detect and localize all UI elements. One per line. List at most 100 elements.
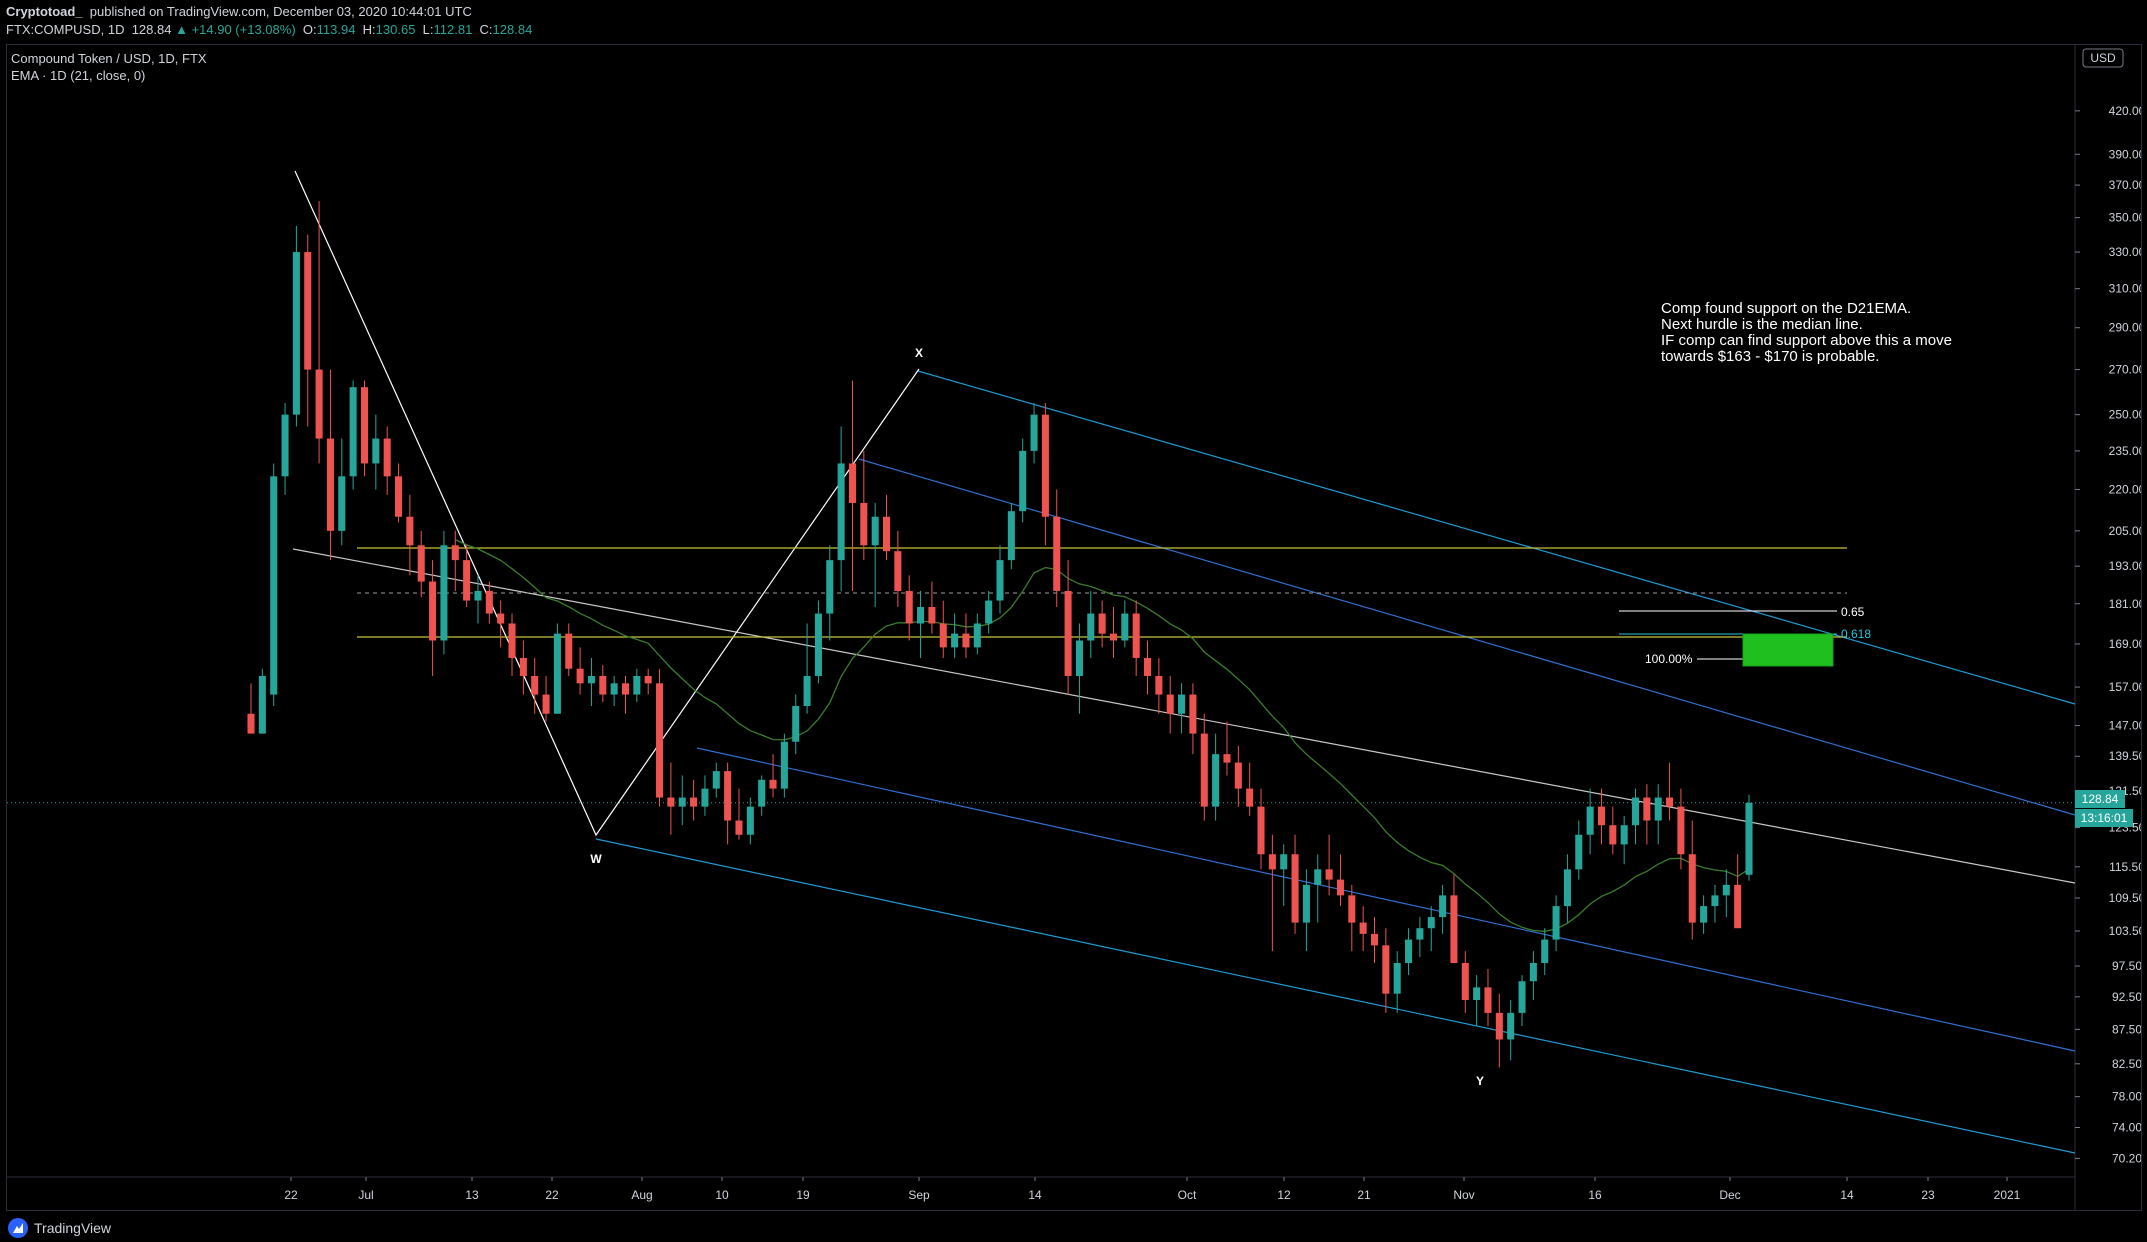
- candle-up: [701, 775, 709, 816]
- last-price-tag: 128.84 13:16:01: [2075, 790, 2133, 827]
- candle-body: [1654, 797, 1662, 821]
- candle-body: [292, 252, 300, 415]
- candle-down: [1382, 928, 1390, 1013]
- candle-down: [735, 788, 743, 840]
- fib-label-100: 100.00%: [1645, 652, 1693, 666]
- candle-body: [1461, 963, 1469, 1000]
- candle-up: [1030, 403, 1038, 464]
- candle-up: [1586, 788, 1594, 855]
- candle-down: [928, 581, 936, 634]
- candle-body: [440, 545, 448, 641]
- candle-up: [553, 623, 561, 714]
- candle-down: [1370, 917, 1379, 964]
- candle-up: [871, 502, 879, 607]
- price-chart[interactable]: 420.00 390.00 370.00 350.00 330.00 310.00 290.…: [7, 45, 2146, 1210]
- wave-label-w: W: [590, 852, 602, 866]
- candle-body: [905, 590, 913, 624]
- pitchfork-lower-inner: [696, 747, 2076, 1052]
- candle-down: [1144, 640, 1152, 695]
- candle-down: [508, 613, 516, 676]
- candle-body: [667, 797, 675, 807]
- candle-down: [451, 530, 459, 591]
- candle-up: [1075, 623, 1083, 714]
- legend-title: Compound Token / USD, 1D, FTX: [11, 51, 207, 66]
- time-tick-label: Jul: [358, 1188, 373, 1202]
- candle-up: [814, 600, 822, 684]
- candle-up: [587, 657, 595, 706]
- candle-body: [1745, 802, 1753, 875]
- publish-info: Cryptotoad_ published on TradingView.com…: [6, 4, 472, 19]
- time-tick-label: 10: [715, 1188, 729, 1202]
- candle-down: [406, 494, 414, 576]
- candle-body: [451, 545, 459, 561]
- candle-up: [1121, 600, 1129, 648]
- price-tick-label: 350.00: [2109, 211, 2141, 225]
- candle-up: [372, 414, 380, 490]
- countdown-tag-label: 13:16:01: [2081, 811, 2128, 825]
- time-axis[interactable]: 22 Jul 13 22 Aug 10 19 Sep 14 Oct 12 21 Nov 16 Dec 14 23…: [284, 1177, 2021, 1202]
- candle-up: [281, 403, 289, 495]
- price-change: ▲ +14.90 (+13.08%): [175, 22, 296, 37]
- candle-down: [656, 668, 664, 807]
- candle-up: [292, 226, 300, 427]
- candle-body: [633, 675, 641, 695]
- candle-body: [1246, 788, 1254, 807]
- price-axis[interactable]: 420.00 390.00 370.00 350.00 330.00 310.00 290.…: [2075, 104, 2146, 1165]
- candle-up: [1302, 869, 1310, 952]
- candle-body: [1268, 854, 1276, 870]
- annotation-note[interactable]: Comp found support on the D21EMA. Next h…: [1661, 300, 1952, 365]
- candle-up: [349, 380, 357, 490]
- candle-body: [1700, 906, 1708, 923]
- candle-body: [1484, 987, 1492, 1013]
- candle-body: [270, 476, 278, 695]
- symbol-label: FTX:COMPUSD, 1D: [6, 22, 125, 37]
- candle-body: [1178, 694, 1186, 714]
- price-tick-label: 250.00: [2109, 408, 2141, 422]
- candle-body: [1495, 1012, 1503, 1040]
- candle-body: [247, 713, 255, 734]
- price-tick-label: 92.50: [2112, 990, 2141, 1004]
- candle-up: [780, 733, 788, 798]
- candle-body: [826, 560, 834, 614]
- candles-layer: [247, 201, 1753, 1068]
- candle-up: [270, 463, 278, 706]
- tradingview-brand[interactable]: TradingView: [8, 1218, 111, 1238]
- candle-down: [1461, 951, 1469, 1013]
- author-name[interactable]: Cryptotoad_: [6, 4, 83, 19]
- time-tick-label: Dec: [1719, 1188, 1740, 1202]
- candle-down: [1268, 834, 1276, 952]
- candle-down: [1359, 906, 1367, 952]
- header-bar: Cryptotoad_ published on TradingView.com…: [0, 0, 2147, 42]
- candle-body: [1166, 694, 1174, 714]
- currency-badge[interactable]: USD: [2082, 48, 2124, 68]
- pitchfork-median-line: [292, 548, 2076, 884]
- candle-up: [1700, 895, 1708, 934]
- candle-down: [565, 623, 573, 676]
- candle-body: [338, 476, 346, 531]
- price-tick-label: 97.50: [2112, 959, 2141, 973]
- candle-body: [1053, 516, 1061, 591]
- price-tick-label: 139.50: [2109, 749, 2141, 763]
- candle-body: [1631, 797, 1640, 826]
- price-tick-label: 205.00: [2109, 524, 2141, 538]
- candle-body: [1257, 806, 1265, 855]
- time-tick-label: 21: [1357, 1188, 1371, 1202]
- candle-up: [633, 668, 641, 703]
- candle-up: [1507, 999, 1515, 1061]
- candle-down: [1132, 600, 1140, 676]
- candle-up: [1280, 844, 1288, 907]
- price-tick-label: 115.50: [2109, 860, 2141, 874]
- candle-up: [792, 694, 800, 755]
- price-tick-label: 193.00: [2109, 559, 2141, 573]
- countdown-tag-box: [2075, 809, 2133, 827]
- price-tick-label: 420.00: [2109, 104, 2141, 118]
- candle-up: [440, 530, 448, 655]
- candle-body: [565, 633, 573, 669]
- candle-up: [1439, 884, 1447, 934]
- candle-body: [690, 797, 698, 807]
- candle-body: [372, 438, 380, 464]
- chart-background: [7, 45, 2141, 1210]
- candle-up: [1178, 683, 1186, 734]
- chart-frame[interactable]: 420.00 390.00 370.00 350.00 330.00 310.00 290.…: [6, 44, 2146, 1211]
- candle-down: [1257, 788, 1265, 870]
